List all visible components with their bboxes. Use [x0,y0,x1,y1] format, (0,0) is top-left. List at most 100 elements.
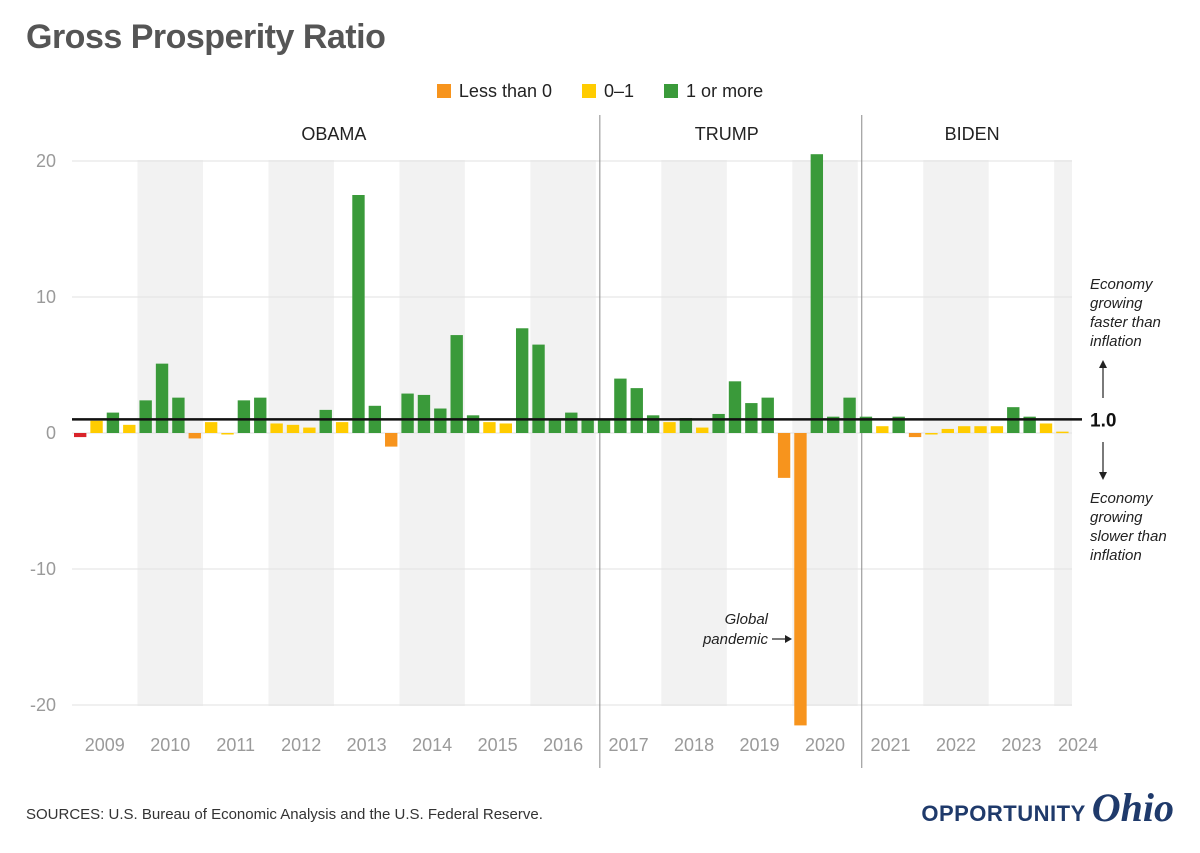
bar [957,426,971,433]
bar [663,422,676,433]
brand-word: OPPORTUNITY [921,801,1086,826]
x-tick-label: 2023 [1001,735,1041,755]
bar [745,403,758,433]
legend-swatch-yellow [582,84,596,98]
note-slower-line: slower than [1090,528,1167,545]
x-tick-label: 2013 [347,735,387,755]
legend-item-zero-to-one: 0–1 [582,81,634,102]
bar [204,422,218,433]
bar [499,423,512,433]
bar [696,427,709,433]
opportunity-ohio-logo: OPPORTUNITY Ohio [921,784,1174,831]
x-tick-label: 2012 [281,735,321,755]
y-tick-label: -10 [30,559,56,579]
y-tick-label: -20 [30,695,56,715]
bar [172,397,185,433]
note-slower-line: inflation [1090,547,1142,564]
bar [679,418,693,433]
note-pandemic-line: pandemic [702,631,769,648]
x-tick-label: 2019 [740,735,780,755]
bars [74,154,1069,726]
chart-title: Gross Prosperity Ratio [26,18,386,56]
note-faster-line: inflation [1090,333,1142,350]
note-faster-line: Economy [1090,276,1154,293]
bar [712,413,725,433]
bar [270,423,283,433]
bar [974,426,987,433]
bar [876,426,889,433]
legend-swatch-green [664,84,679,98]
x-tick-label: 2022 [936,735,976,755]
source-note: SOURCES: U.S. Bureau of Economic Analysi… [26,806,543,823]
bar [548,419,562,433]
legend-item-one-or-more: 1 or more [664,81,763,102]
legend-label: Less than 0 [458,80,552,101]
bar [843,397,856,433]
bar [188,433,201,439]
y-tick-label: 20 [36,151,56,171]
x-tick-label: 2015 [478,735,518,755]
era-label: TRUMP [695,124,759,144]
bar [401,393,414,433]
bar [925,433,938,435]
bar [565,412,578,433]
x-tick-label: 2017 [609,735,649,755]
bar [123,424,136,433]
bar [286,424,300,433]
bar [466,415,480,433]
bar [254,397,267,433]
bar [515,328,529,433]
bar [1056,431,1069,434]
reference-line-group: 1.0 [72,410,1116,431]
bar [90,420,103,433]
bar [155,363,169,433]
bar [646,415,660,433]
era-label: BIDEN [945,124,1000,144]
legend-label: 1 or more [686,80,764,101]
bar [728,381,742,433]
bar [417,394,431,433]
bar [614,378,627,433]
bar [106,412,120,433]
note-slower-line: Economy [1090,490,1154,507]
bar [761,397,774,433]
bar [221,433,234,435]
note-slower-line: growing [1090,509,1143,526]
bar [908,433,922,438]
bar [581,419,594,433]
bar [941,428,954,433]
bar [630,388,643,433]
arrow-up-head-icon [1099,360,1107,368]
era-dividers [599,115,863,768]
x-tick-label: 2018 [674,735,714,755]
note-faster-line: growing [1090,295,1143,312]
x-tick-label: 2009 [85,735,125,755]
brand-script: Ohio [1091,785,1174,830]
note-pandemic-line: Global [725,611,769,628]
x-tick-label: 2016 [543,735,583,755]
bar [352,195,365,433]
bar [434,408,447,433]
era-label: OBAMA [301,124,366,144]
bar [532,344,545,433]
bar [385,433,398,447]
bar [810,154,824,433]
bar [827,416,840,433]
bar [794,433,807,726]
note-faster-line: faster than [1090,314,1161,331]
bar [450,335,463,433]
bar [319,409,332,433]
legend-item-less-than-zero: Less than 0 [436,80,552,102]
bar [139,400,152,433]
bar [1023,416,1036,433]
bar [74,433,87,438]
bar [597,419,611,433]
x-tick-label: 2024 [1058,735,1098,755]
pandemic-arrow-head-icon [785,635,792,643]
reference-line-label: 1.0 [1090,410,1116,431]
x-tick-label: 2010 [150,735,190,755]
bar [859,416,873,433]
x-tick-label: 2020 [805,735,845,755]
